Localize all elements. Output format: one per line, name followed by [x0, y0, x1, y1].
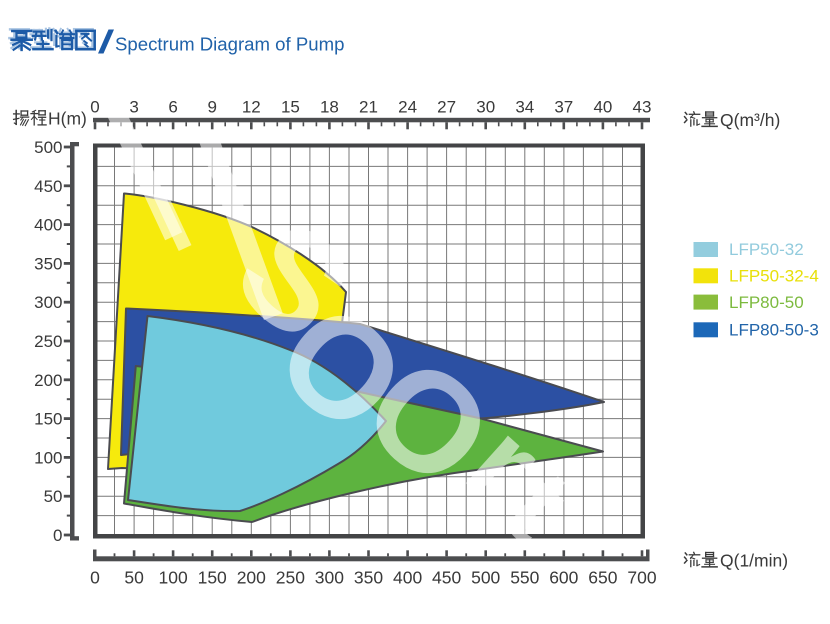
svg-text:LFP50-32: LFP50-32	[729, 240, 804, 259]
svg-text:50: 50	[44, 487, 63, 506]
svg-text:Spectrum Diagram of Pump: Spectrum Diagram of Pump	[115, 34, 344, 55]
svg-text:500: 500	[471, 568, 500, 588]
svg-text:34: 34	[515, 98, 534, 117]
svg-text:LFP50-32-4: LFP50-32-4	[729, 267, 819, 286]
svg-text:15: 15	[281, 98, 300, 117]
svg-text:550: 550	[510, 568, 539, 588]
svg-text:40: 40	[593, 98, 612, 117]
svg-text:150: 150	[34, 410, 62, 429]
svg-text:LFP80-50: LFP80-50	[729, 293, 804, 312]
svg-text:400: 400	[393, 568, 422, 588]
svg-text:24: 24	[398, 98, 417, 117]
svg-text:200: 200	[237, 568, 266, 588]
svg-text:43: 43	[633, 98, 652, 117]
svg-text:350: 350	[354, 568, 383, 588]
svg-text:650: 650	[588, 568, 617, 588]
svg-text:LFP80-50-3: LFP80-50-3	[729, 321, 819, 340]
svg-text:450: 450	[34, 177, 62, 196]
svg-text:30: 30	[476, 98, 495, 117]
svg-text:21: 21	[359, 98, 378, 117]
svg-text:6: 6	[168, 98, 177, 117]
svg-text:12: 12	[242, 98, 261, 117]
svg-text:Q(1/min): Q(1/min)	[720, 551, 788, 571]
svg-text:37: 37	[554, 98, 573, 117]
svg-text:300: 300	[34, 293, 62, 312]
svg-text:9: 9	[207, 98, 216, 117]
svg-text:200: 200	[34, 371, 62, 390]
svg-text:500: 500	[34, 138, 62, 157]
svg-text:450: 450	[432, 568, 461, 588]
svg-text:100: 100	[34, 448, 62, 467]
svg-text:0: 0	[90, 568, 100, 588]
svg-text:100: 100	[158, 568, 187, 588]
svg-text:Q(m³/h): Q(m³/h)	[720, 110, 780, 130]
svg-text:300: 300	[315, 568, 344, 588]
svg-text:H(m): H(m)	[48, 109, 87, 129]
svg-text:350: 350	[34, 254, 62, 273]
svg-text:0: 0	[53, 526, 62, 545]
svg-text:50: 50	[124, 568, 144, 588]
svg-text:18: 18	[320, 98, 339, 117]
svg-text:27: 27	[437, 98, 456, 117]
svg-text:400: 400	[34, 216, 62, 235]
svg-text:600: 600	[549, 568, 578, 588]
svg-text:0: 0	[90, 98, 99, 117]
svg-text:250: 250	[34, 332, 62, 351]
svg-text:3: 3	[129, 98, 138, 117]
svg-text:150: 150	[198, 568, 227, 588]
svg-text:250: 250	[276, 568, 305, 588]
svg-text:700: 700	[627, 568, 656, 588]
